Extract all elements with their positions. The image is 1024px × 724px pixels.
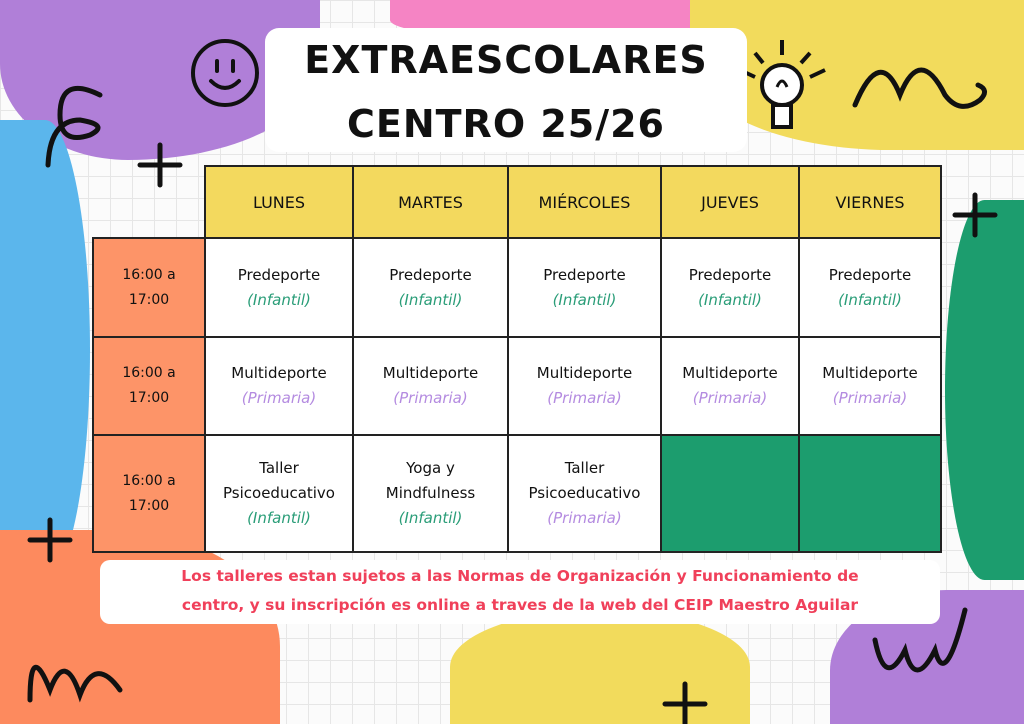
group-label: (Infantil)	[552, 290, 617, 309]
squiggle-icon	[872, 607, 968, 673]
note-line-2: centro, y su inscripción es online a tra…	[181, 596, 859, 614]
lightbulb-icon	[739, 40, 826, 129]
group-label: (Primaria)	[547, 509, 622, 527]
activity-name: Predeporte	[389, 265, 472, 284]
title-line-1: EXTRAESCOLARES	[304, 38, 708, 82]
table-row: 16:00 a 17:00 Multideporte (Primaria) Mul…	[92, 336, 942, 436]
activity-name: Multideporte	[536, 364, 633, 382]
activity-cell: Multideporte (Primaria)	[660, 336, 800, 436]
activity-name: Taller	[564, 459, 605, 477]
activity-cell: Yoga y Mindfulness (Infantil)	[352, 434, 509, 553]
activity-cell: Multideporte (Primaria)	[507, 336, 662, 436]
empty-cell	[798, 434, 942, 553]
title-line-2: CENTRO 25/26	[346, 102, 665, 146]
plus-icon	[137, 142, 183, 188]
group-label: (Infantil)	[247, 290, 311, 309]
day-header: MIÉRCOLES	[507, 165, 662, 239]
group-label: (Infantil)	[398, 509, 463, 527]
activity-name: Predeporte	[237, 265, 321, 284]
empty-cell	[660, 434, 800, 553]
blue-blob	[0, 120, 90, 580]
group-label: (Primaria)	[393, 389, 468, 407]
activity-name: Psicoeducativo	[528, 484, 641, 502]
time-cell: 16:00 a 17:00	[92, 336, 206, 436]
day-header: MARTES	[352, 165, 509, 239]
table-row: 16:00 a 17:00 Predeporte (Infantil) Prede…	[92, 237, 942, 338]
header-row: LUNES MARTES MIÉRCOLES JUEVES VIERNES	[93, 165, 942, 239]
activity-name: Psicoeducativo	[223, 484, 335, 502]
group-label: (Primaria)	[832, 389, 908, 407]
activity-name: Mindfulness	[385, 484, 476, 502]
activity-name: Predeporte	[543, 265, 626, 284]
group-label: (Infantil)	[698, 290, 762, 309]
time-cell: 16:00 a 17:00	[92, 237, 206, 338]
table-row: 16:00 a 17:00 Taller Psicoeducativo (Infan…	[92, 434, 942, 553]
group-label: (Infantil)	[398, 290, 463, 309]
schedule-table: LUNES MARTES MIÉRCOLES JUEVES VIERNES 16…	[92, 165, 942, 553]
group-label: (Primaria)	[547, 389, 622, 407]
day-header: VIERNES	[798, 165, 942, 239]
activity-name: Multideporte	[231, 364, 327, 382]
activity-name: Yoga y	[406, 459, 455, 477]
enrollment-note: Los talleres estan sujetos a las Normas …	[100, 560, 940, 624]
squiggle-icon	[27, 665, 123, 703]
group-label: (Infantil)	[247, 509, 311, 527]
day-header: JUEVES	[660, 165, 800, 239]
activity-cell: Predeporte (Infantil)	[660, 237, 800, 338]
corner	[93, 166, 205, 238]
smiley-icon	[191, 39, 259, 107]
note-line-1: Los talleres estan sujetos a las Normas …	[181, 567, 859, 585]
activity-name: Predeporte	[688, 265, 772, 284]
activity-cell: Taller Psicoeducativo (Infantil)	[204, 434, 354, 553]
activity-name: Multideporte	[682, 364, 778, 382]
squiggle-icon	[852, 67, 987, 109]
activity-cell: Multideporte (Primaria)	[352, 336, 509, 436]
activity-cell: Predeporte (Infantil)	[507, 237, 662, 338]
activity-name: Multideporte	[382, 364, 479, 382]
time-cell: 16:00 a 17:00	[92, 434, 206, 553]
plus-icon	[952, 192, 998, 238]
activity-cell: Taller Psicoeducativo (Primaria)	[507, 434, 662, 553]
green-blob	[945, 200, 1024, 580]
activity-cell: Predeporte (Infantil)	[352, 237, 509, 338]
group-label: (Infantil)	[838, 290, 902, 309]
activity-cell: Predeporte (Infantil)	[798, 237, 942, 338]
group-label: (Primaria)	[241, 389, 317, 407]
activity-name: Multideporte	[822, 364, 918, 382]
activity-name: Taller	[259, 459, 299, 477]
squiggle-icon	[45, 85, 103, 168]
plus-icon	[662, 681, 708, 724]
day-header: LUNES	[204, 165, 354, 239]
page-title: EXTRAESCOLARES CENTRO 25/26	[265, 28, 747, 152]
group-label: (Primaria)	[692, 389, 768, 407]
activity-cell: Multideporte (Primaria)	[798, 336, 942, 436]
plus-icon	[27, 517, 73, 563]
activity-cell: Predeporte (Infantil)	[204, 237, 354, 338]
activity-cell: Multideporte (Primaria)	[204, 336, 354, 436]
activity-name: Predeporte	[828, 265, 912, 284]
